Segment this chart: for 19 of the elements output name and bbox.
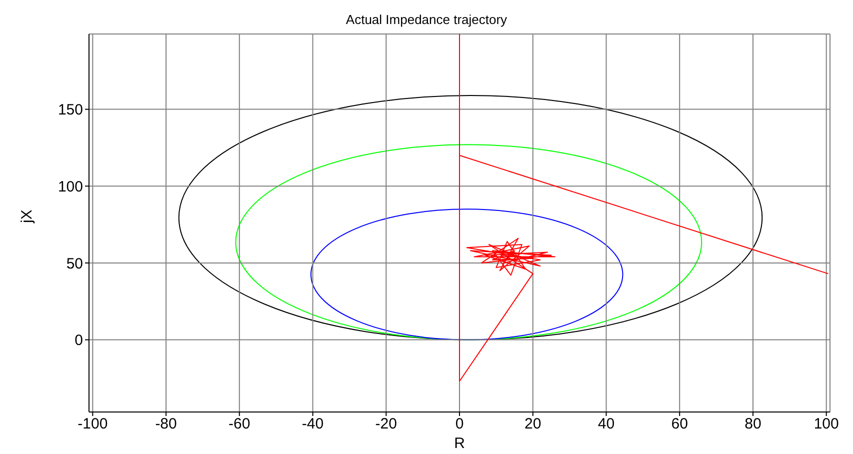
- x-tick-label: -60: [228, 416, 250, 433]
- chart-title: Actual Impedance trajectory: [344, 12, 508, 27]
- y-tick-label: 50: [66, 255, 83, 272]
- x-tick-label: 60: [671, 416, 688, 433]
- y-tick-label: 0: [74, 332, 83, 350]
- y-axis-title: jX: [18, 210, 36, 224]
- line-series: [459, 34, 829, 382]
- y-tick-label: 100: [58, 178, 83, 196]
- x-tick-label: -40: [302, 416, 324, 433]
- x-tick-label: 0: [455, 416, 464, 433]
- x-tick-label: 100: [814, 416, 839, 433]
- x-tick-label: 40: [598, 416, 615, 433]
- x-axis-title: R: [454, 435, 466, 452]
- x-tick-label: 80: [744, 416, 762, 433]
- x-tick-label: -80: [155, 416, 177, 433]
- x-tick-label: 20: [524, 416, 542, 433]
- x-tick-label: -20: [375, 416, 397, 433]
- x-tick-label: -100: [78, 416, 108, 433]
- y-tick-label: 150: [58, 102, 83, 119]
